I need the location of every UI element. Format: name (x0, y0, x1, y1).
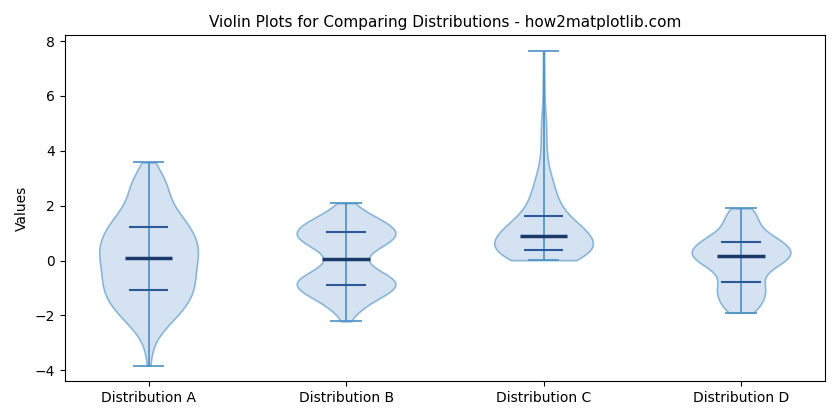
Y-axis label: Values: Values (15, 186, 29, 231)
Title: Violin Plots for Comparing Distributions - how2matplotlib.com: Violin Plots for Comparing Distributions… (208, 15, 681, 30)
